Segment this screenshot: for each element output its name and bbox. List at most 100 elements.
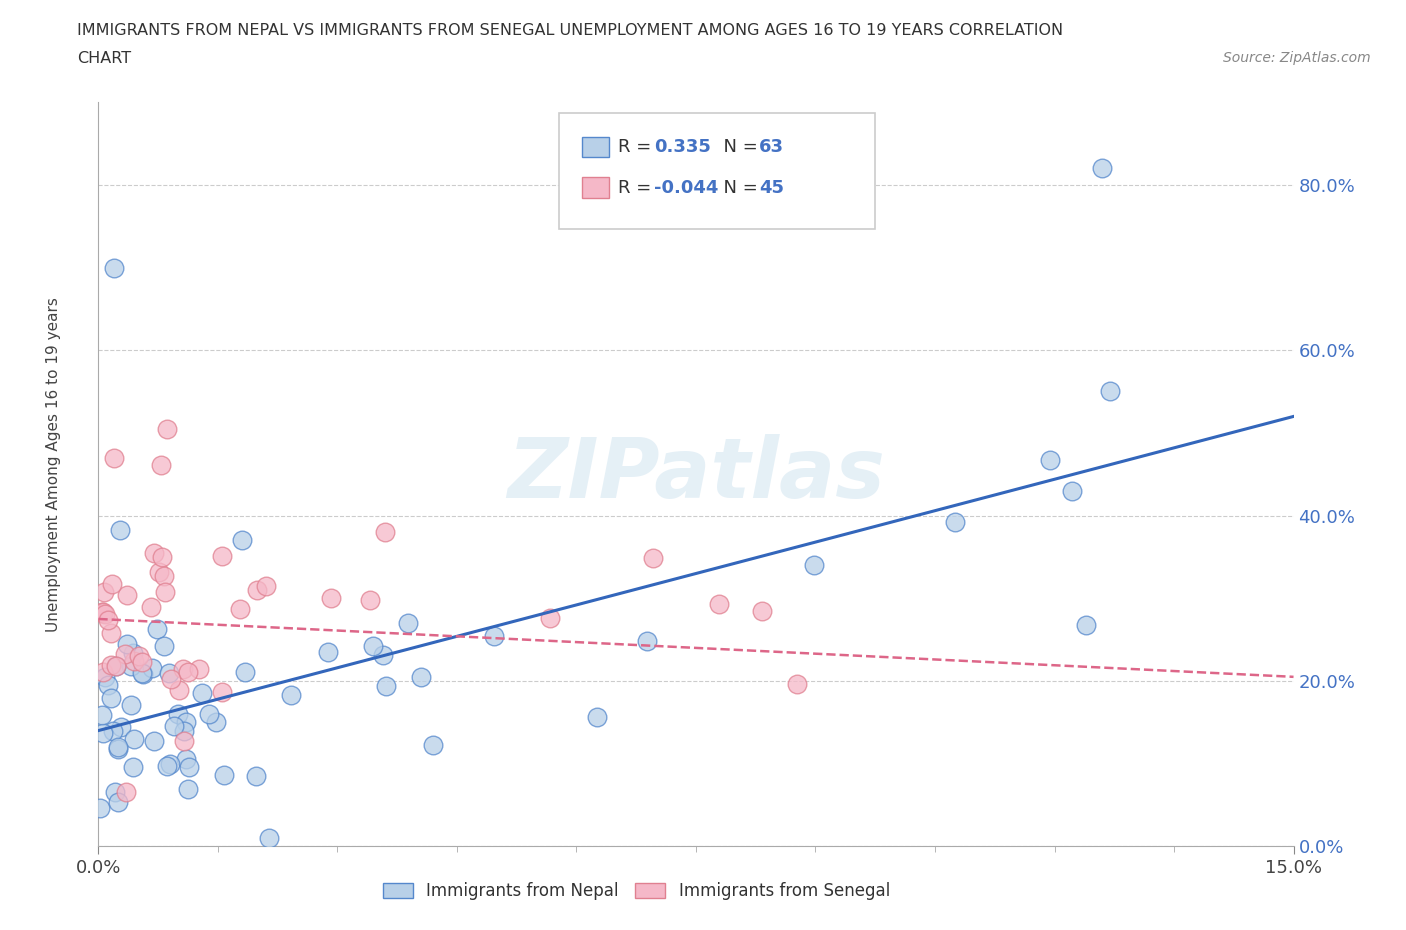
Point [211, 549, 233, 564]
Point [177, 760, 200, 775]
Point [257, 830, 280, 845]
Point [229, 602, 252, 617]
Point [97, 612, 120, 627]
Point [316, 644, 339, 659]
Point [191, 685, 214, 700]
Point [205, 714, 228, 729]
Point [100, 658, 122, 672]
Point [174, 751, 197, 766]
Point [120, 698, 142, 712]
Text: 63: 63 [759, 138, 785, 156]
Point [409, 670, 432, 684]
Point [585, 710, 607, 724]
Point [110, 720, 132, 735]
Point [100, 691, 122, 706]
Point [101, 724, 124, 738]
Point [115, 588, 138, 603]
Text: 0.335: 0.335 [654, 138, 711, 156]
Point [150, 458, 173, 472]
Point [141, 660, 163, 675]
Point [169, 683, 191, 698]
Point [1074, 618, 1097, 632]
Point [150, 550, 173, 565]
Point [114, 646, 136, 661]
Point [167, 707, 190, 722]
Point [128, 649, 150, 664]
Point [91, 665, 114, 680]
Point [115, 636, 138, 651]
Point [143, 545, 166, 560]
Point [1060, 484, 1083, 498]
Point [163, 718, 186, 733]
Point [155, 585, 177, 600]
Point [152, 639, 174, 654]
Point [104, 784, 127, 799]
Point [943, 515, 966, 530]
Point [107, 794, 129, 809]
Point [120, 658, 142, 673]
Point [105, 658, 128, 673]
Point [1098, 383, 1121, 398]
Point [156, 421, 179, 436]
Point [245, 768, 267, 783]
Text: R =: R = [619, 138, 657, 156]
Point [359, 592, 381, 607]
Point [374, 525, 396, 539]
Point [707, 597, 730, 612]
Text: -0.044: -0.044 [654, 179, 718, 197]
Text: N =: N = [711, 179, 763, 197]
Point [280, 687, 302, 702]
Point [131, 655, 153, 670]
Point [93, 606, 115, 621]
Point [177, 782, 200, 797]
Point [235, 665, 257, 680]
FancyBboxPatch shape [582, 178, 609, 198]
Point [246, 582, 269, 597]
Text: CHART: CHART [77, 51, 131, 66]
Point [107, 739, 129, 754]
Point [91, 604, 114, 619]
Point [122, 645, 145, 660]
Point [89, 801, 111, 816]
Legend: Immigrants from Nepal, Immigrants from Senegal: Immigrants from Nepal, Immigrants from S… [374, 874, 898, 909]
Point [94, 607, 117, 622]
Point [105, 658, 128, 673]
Text: Source: ZipAtlas.com: Source: ZipAtlas.com [1223, 51, 1371, 65]
Point [174, 714, 197, 729]
Point [538, 611, 561, 626]
Point [108, 523, 131, 538]
Point [319, 591, 342, 605]
Point [214, 768, 236, 783]
Point [90, 708, 112, 723]
Text: N =: N = [711, 138, 763, 156]
Point [396, 616, 419, 631]
Text: R =: R = [619, 179, 657, 197]
FancyBboxPatch shape [558, 113, 876, 229]
Text: ZIPatlas: ZIPatlas [508, 433, 884, 515]
Point [101, 577, 124, 591]
Point [122, 654, 145, 669]
Point [803, 558, 825, 573]
Point [211, 684, 233, 699]
Point [103, 450, 125, 465]
Point [363, 638, 385, 653]
Point [786, 677, 808, 692]
FancyBboxPatch shape [582, 137, 609, 157]
Point [172, 661, 194, 676]
Point [1091, 161, 1114, 176]
Text: 45: 45 [759, 179, 785, 197]
Point [122, 760, 145, 775]
Point [132, 667, 155, 682]
Point [145, 621, 167, 636]
Point [177, 664, 200, 679]
Point [173, 734, 195, 749]
Point [100, 626, 122, 641]
Text: Unemployment Among Ages 16 to 19 years: Unemployment Among Ages 16 to 19 years [46, 298, 60, 632]
Point [156, 758, 179, 773]
Text: IMMIGRANTS FROM NEPAL VS IMMIGRANTS FROM SENEGAL UNEMPLOYMENT AMONG AGES 16 TO 1: IMMIGRANTS FROM NEPAL VS IMMIGRANTS FROM… [77, 23, 1063, 38]
Point [371, 647, 394, 662]
Point [159, 756, 181, 771]
Point [157, 666, 180, 681]
Point [148, 565, 170, 579]
Point [142, 733, 165, 748]
